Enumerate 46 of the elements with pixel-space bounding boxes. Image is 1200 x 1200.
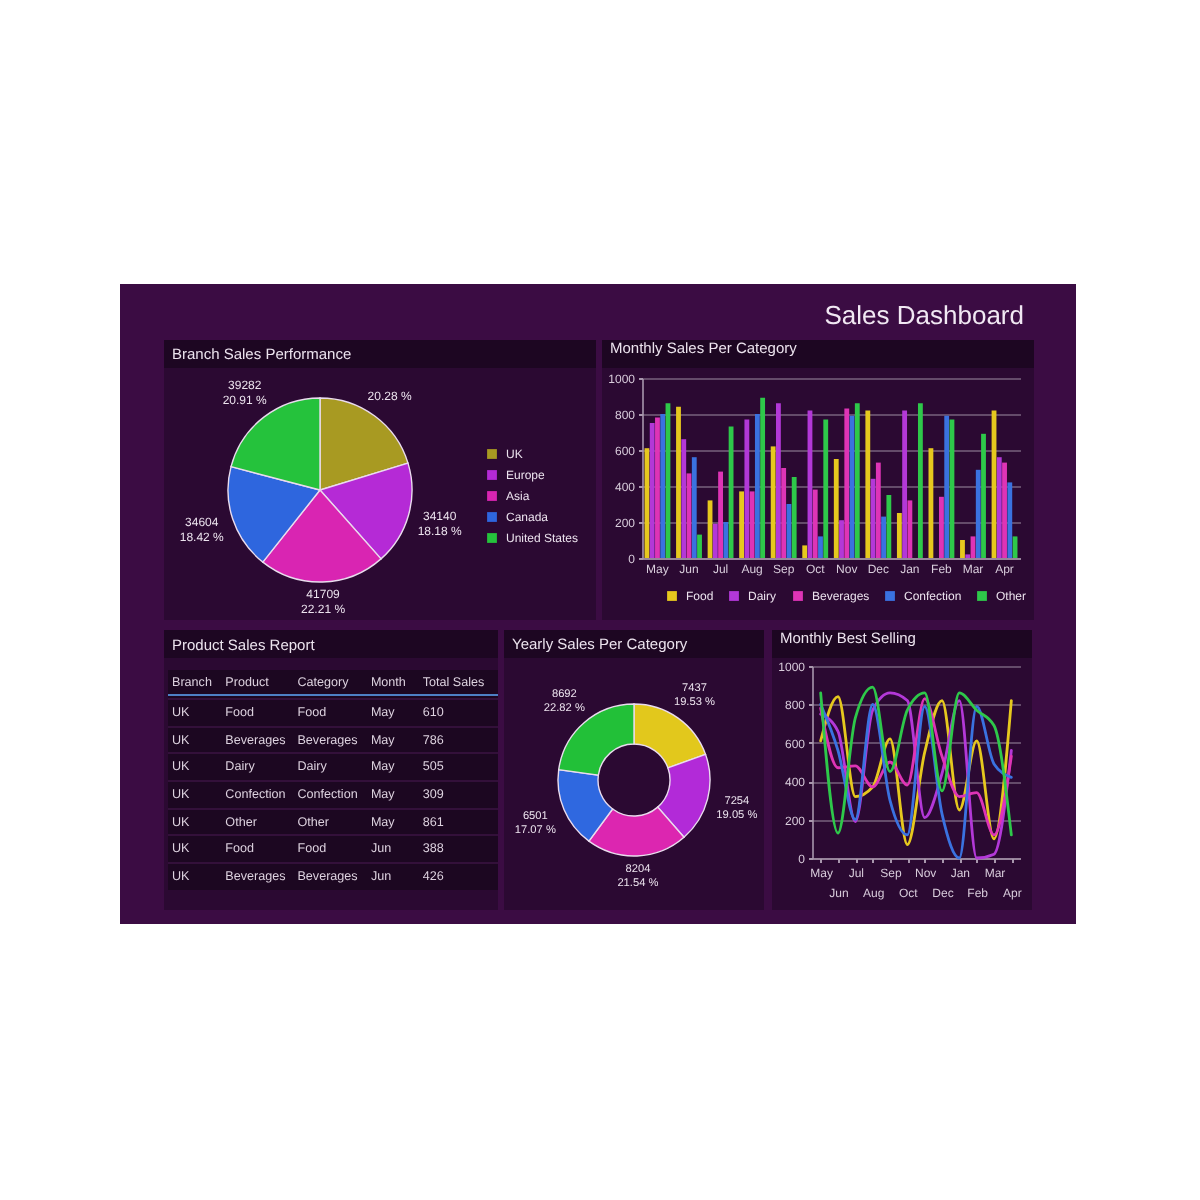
text: Sales Dashboard — [824, 300, 1024, 332]
bar — [775, 403, 781, 558]
bar — [812, 489, 818, 558]
bar — [996, 457, 1002, 558]
bar — [1007, 482, 1013, 558]
bar — [875, 462, 881, 558]
bar — [760, 397, 766, 558]
bar — [823, 419, 829, 558]
bar — [854, 403, 860, 558]
bar — [770, 446, 776, 558]
bar — [981, 433, 986, 558]
bar — [881, 516, 887, 558]
bar — [781, 468, 787, 558]
bar — [833, 459, 839, 558]
bar — [960, 540, 965, 558]
bar — [697, 534, 702, 558]
bar — [676, 406, 681, 558]
bar — [865, 410, 871, 558]
bar — [649, 423, 655, 558]
bar — [896, 513, 902, 558]
bar — [754, 414, 760, 558]
bar — [939, 496, 944, 558]
bar — [728, 426, 734, 558]
bar — [844, 408, 850, 558]
bar — [655, 417, 660, 558]
bar — [1002, 462, 1007, 558]
bar — [902, 410, 908, 558]
bar — [744, 419, 750, 558]
bar — [907, 500, 913, 558]
bar — [928, 448, 934, 558]
bar — [712, 523, 718, 558]
bar — [944, 415, 950, 558]
bar — [691, 457, 697, 558]
bar — [975, 469, 981, 558]
bar — [839, 520, 844, 558]
bar — [739, 491, 745, 558]
bar — [660, 414, 666, 558]
bar — [723, 522, 729, 558]
bar — [749, 491, 755, 558]
bar — [818, 536, 823, 558]
bar — [718, 471, 723, 558]
bar — [802, 545, 808, 558]
bar — [917, 403, 923, 558]
bar — [791, 477, 797, 558]
bar — [681, 439, 687, 558]
bar — [886, 495, 892, 558]
